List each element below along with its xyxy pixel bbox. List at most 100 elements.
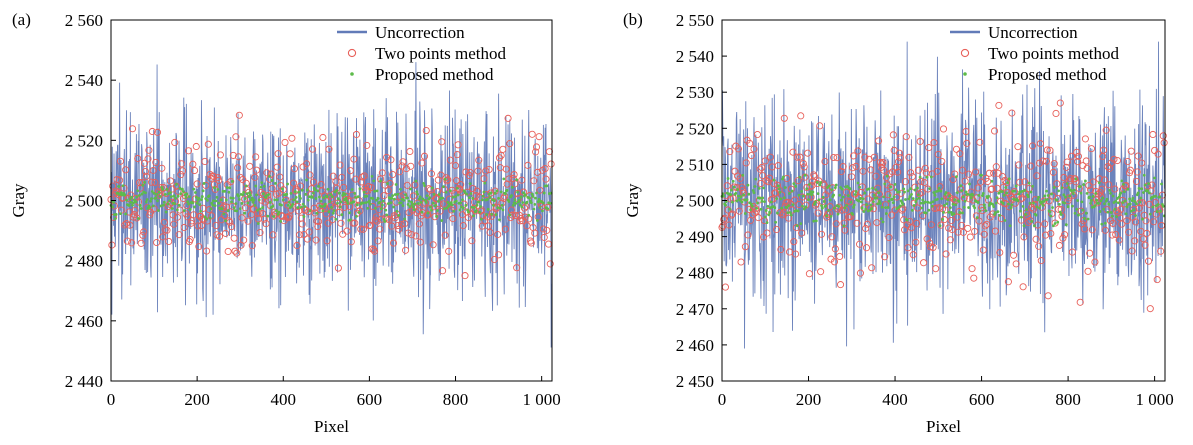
data-point-proposed (138, 194, 141, 197)
data-point-proposed (1095, 199, 1098, 202)
data-point-proposed (879, 202, 882, 205)
data-point-proposed (797, 210, 800, 213)
data-point-proposed (1056, 221, 1059, 224)
data-point-proposed (1090, 199, 1093, 202)
data-point-proposed (549, 202, 552, 205)
data-point-proposed (169, 191, 172, 194)
data-point-two-points (817, 123, 823, 129)
data-point-proposed (887, 206, 890, 209)
data-point-proposed (328, 200, 331, 203)
data-point-proposed (377, 197, 380, 200)
data-point-proposed (1060, 213, 1063, 216)
data-point-proposed (382, 200, 385, 203)
data-point-two-points (1037, 141, 1043, 147)
data-point-proposed (241, 202, 244, 205)
data-point-proposed (443, 207, 446, 210)
data-point-proposed (137, 217, 140, 220)
data-point-proposed (157, 209, 160, 212)
x-tick-label: 400 (271, 390, 297, 409)
data-point-proposed (189, 208, 192, 211)
data-point-proposed (379, 180, 382, 183)
data-point-proposed (348, 211, 351, 214)
data-point-proposed (326, 195, 329, 198)
data-point-proposed (901, 203, 904, 206)
legend-label: Uncorrection (988, 23, 1078, 42)
data-point-proposed (539, 206, 542, 209)
data-point-proposed (456, 187, 459, 190)
data-point-proposed (763, 200, 766, 203)
data-point-proposed (881, 206, 884, 209)
data-point-proposed (165, 211, 168, 214)
data-point-proposed (363, 191, 366, 194)
data-point-proposed (435, 215, 438, 218)
data-point-proposed (471, 206, 474, 209)
data-point-proposed (1023, 189, 1026, 192)
data-point-proposed (293, 198, 296, 201)
data-point-proposed (267, 193, 270, 196)
data-point-proposed (1135, 202, 1138, 205)
data-point-proposed (882, 221, 885, 224)
data-point-proposed (968, 183, 971, 186)
data-point-proposed (1025, 208, 1028, 211)
data-point-proposed (305, 179, 308, 182)
data-point-proposed (145, 201, 148, 204)
data-point-proposed (833, 207, 836, 210)
data-point-proposed (243, 212, 246, 215)
data-point-proposed (273, 199, 276, 202)
data-point-proposed (1088, 196, 1091, 199)
data-point-proposed (1104, 222, 1107, 225)
data-point-proposed (1077, 214, 1080, 217)
data-point-proposed (877, 191, 880, 194)
data-point-proposed (451, 204, 454, 207)
data-point-proposed (904, 198, 907, 201)
data-point-proposed (1031, 185, 1034, 188)
data-point-two-points (1020, 284, 1026, 290)
data-point-proposed (1049, 215, 1052, 218)
data-point-proposed (232, 197, 235, 200)
data-point-two-points (863, 245, 869, 251)
data-point-proposed (471, 197, 474, 200)
data-point-proposed (792, 182, 795, 185)
data-point-two-points (536, 134, 542, 140)
data-point-proposed (356, 203, 359, 206)
legend-swatch-dot (350, 72, 354, 76)
data-point-two-points (805, 150, 811, 156)
legend-label: Uncorrection (375, 23, 465, 42)
data-point-proposed (295, 196, 298, 199)
data-point-two-points (926, 145, 932, 151)
data-point-proposed (985, 209, 988, 212)
data-point-proposed (263, 185, 266, 188)
data-point-proposed (211, 204, 214, 207)
data-point-proposed (173, 202, 176, 205)
data-point-proposed (827, 209, 830, 212)
data-point-proposed (853, 204, 856, 207)
data-point-proposed (402, 199, 405, 202)
data-point-two-points (969, 266, 975, 272)
data-point-proposed (786, 211, 789, 214)
chart-panel-a: 0 200 400 600 800 1 0002 4402 4602 4802 5002 … (9, 10, 561, 436)
data-point-proposed (149, 200, 152, 203)
data-point-proposed (493, 199, 496, 202)
data-point-proposed (285, 193, 288, 196)
data-point-proposed (535, 192, 538, 195)
data-point-proposed (1083, 217, 1086, 220)
data-point-proposed (1072, 192, 1075, 195)
data-point-proposed (226, 186, 229, 189)
data-point-proposed (174, 197, 177, 200)
x-tick-label: 600 (357, 390, 383, 409)
data-point-two-points (500, 146, 506, 152)
data-point-proposed (410, 201, 413, 204)
x-tick-label: 600 (969, 390, 995, 409)
data-point-proposed (1124, 200, 1127, 203)
data-point-proposed (177, 195, 180, 198)
data-point-proposed (543, 192, 546, 195)
data-point-proposed (767, 213, 770, 216)
data-point-two-points (940, 126, 946, 132)
data-point-proposed (775, 197, 778, 200)
y-tick-label: 2 540 (676, 47, 714, 66)
data-point-proposed (271, 179, 274, 182)
data-point-proposed (390, 201, 393, 204)
data-point-proposed (512, 204, 515, 207)
data-point-proposed (1019, 210, 1022, 213)
data-point-two-points (181, 224, 187, 230)
